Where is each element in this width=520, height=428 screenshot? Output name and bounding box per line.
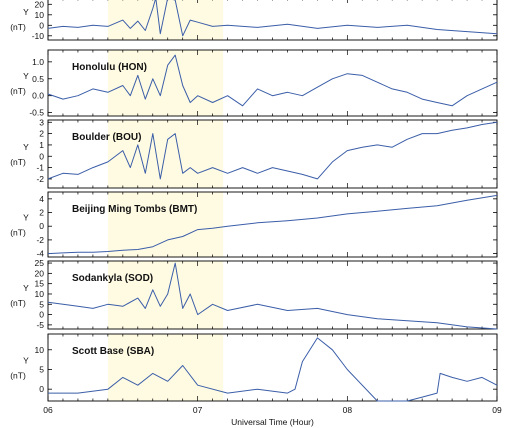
- y-tick-label: 0: [39, 20, 44, 30]
- series-line: [47, 0, 498, 37]
- x-tick-label: 08: [343, 405, 353, 415]
- y-tick-label: -2: [36, 235, 44, 245]
- y-tick-label: -5: [36, 320, 44, 330]
- highlight-band: [107, 50, 224, 116]
- x-axis-label: Universal Time (Hour): [231, 417, 314, 427]
- y-tick-label: 10: [35, 345, 45, 355]
- station-name: Boulder (BOU): [72, 132, 141, 143]
- series-line: [47, 194, 498, 255]
- y-axis-label: Y: [23, 71, 29, 81]
- panel-5: 0 5 10 Y (nT) Scott Base (SBA): [10, 333, 498, 402]
- y-tick-label: 5: [39, 364, 44, 374]
- y-tick-label: 3: [39, 117, 44, 127]
- y-tick-label: 10: [35, 10, 45, 20]
- panel-2: -2-1 012 3 Y (nT) Boulder (BOU): [10, 117, 498, 189]
- y-tick-label: -1: [36, 163, 44, 173]
- y-tick-label: 0.5: [32, 74, 44, 84]
- station-name: Beijing Ming Tombs (BMT): [72, 204, 197, 215]
- y-axis-unit: (nT): [10, 22, 26, 32]
- y-tick-label: 20: [35, 0, 45, 9]
- y-tick-label: 5: [39, 299, 44, 309]
- y-tick-label: 1.0: [32, 57, 44, 67]
- y-tick-label: 0: [39, 151, 44, 161]
- y-tick-label: -0.5: [29, 108, 44, 118]
- panel-1: -0.5 0.0 0.5 1.0Y (nT) Honolulu (HON): [10, 49, 498, 118]
- y-axis-unit: (nT): [10, 157, 26, 167]
- series-line: [48, 337, 498, 402]
- highlight-band: [107, 0, 224, 40]
- x-tick-label: 06: [43, 405, 53, 415]
- y-tick-label: 0: [39, 310, 44, 320]
- y-tick-label: 20: [35, 268, 45, 278]
- series-line: [47, 54, 498, 107]
- highlight-band: [107, 261, 224, 329]
- y-axis-label: Y: [23, 356, 29, 366]
- y-axis-unit: (nT): [10, 228, 26, 238]
- y-tick-label: 0.0: [32, 91, 44, 101]
- panel-3: -4 -2 0 2 4Y (nT) Beijing Ming Tombs (BMT): [10, 191, 498, 259]
- station-name: Scott Base (SBA): [72, 346, 154, 357]
- y-axis-label: Y: [23, 213, 29, 223]
- y-tick-label: 25: [35, 258, 45, 268]
- x-tick-label: 09: [492, 405, 502, 415]
- y-tick-label: 15: [35, 279, 45, 289]
- y-tick-label: -2: [36, 174, 44, 184]
- series-line: [47, 121, 498, 180]
- y-axis-label: Y: [23, 7, 29, 17]
- highlight-band: [107, 334, 224, 401]
- x-tick-label: 07: [193, 405, 203, 415]
- y-axis-label: Y: [23, 283, 29, 293]
- highlight-band: [107, 192, 224, 257]
- y-tick-label: 2: [39, 208, 44, 218]
- station-name: Honolulu (HON): [72, 62, 147, 73]
- y-tick-label: 1: [39, 140, 44, 150]
- y-axis-unit: (nT): [10, 371, 26, 381]
- y-tick-label: 0: [39, 221, 44, 231]
- y-tick-label: -10: [32, 31, 45, 41]
- series-line: [47, 262, 498, 330]
- highlight-band: [107, 120, 224, 188]
- y-tick-label: 2: [39, 129, 44, 139]
- y-tick-label: 10: [35, 289, 45, 299]
- station-name: Sodankyla (SOD): [72, 273, 153, 284]
- y-axis-label: Y: [23, 142, 29, 152]
- y-tick-label: 4: [39, 194, 44, 204]
- y-axis-unit: (nT): [10, 298, 26, 308]
- y-tick-label: 0: [39, 384, 44, 394]
- y-tick-label: -4: [36, 249, 44, 259]
- y-axis-unit: (nT): [10, 86, 26, 96]
